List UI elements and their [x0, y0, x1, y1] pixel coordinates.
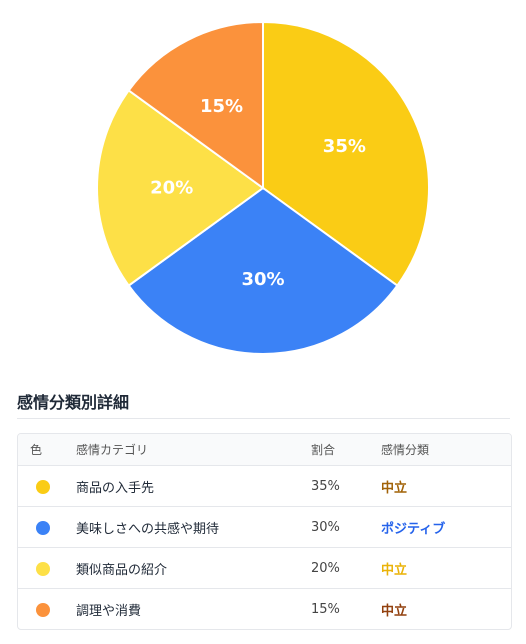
divider [17, 418, 510, 419]
pie-slice-2 [127, 186, 399, 355]
pie-slice-3 [96, 89, 265, 287]
row-sentiment: 中立 [381, 480, 408, 496]
color-dot [36, 562, 50, 576]
row-ratio: 30% [311, 519, 340, 535]
pie-label-1: 35% [323, 136, 366, 157]
row-ratio: 35% [311, 478, 340, 494]
table-row: 調理や消費 15% 中立 [18, 588, 511, 629]
pie-slice-4 [127, 20, 264, 190]
row-ratio: 20% [311, 560, 340, 576]
pie-chart: 35% 30% 20% 15% [96, 20, 430, 355]
pie-label-2: 30% [241, 269, 284, 290]
row-category: 調理や消費 [76, 603, 142, 619]
color-dot [36, 480, 50, 494]
section-title: 感情分類別詳細 [17, 393, 130, 412]
row-sentiment: 中立 [381, 603, 408, 619]
pie-slice-1 [262, 20, 430, 287]
row-category: 類似商品の紹介 [76, 562, 168, 578]
pie-label-3: 20% [150, 178, 193, 199]
row-ratio: 15% [311, 601, 340, 617]
pie-label-4: 15% [200, 96, 243, 117]
color-dot [36, 521, 50, 535]
header-category: 感情カテゴリ [76, 443, 149, 457]
row-sentiment: ポジティブ [381, 521, 446, 537]
header-color: 色 [30, 443, 43, 457]
color-dot [36, 603, 50, 617]
header-ratio: 割合 [311, 443, 336, 457]
row-category: 商品の入手先 [76, 480, 155, 496]
detail-table: 色 感情カテゴリ 割合 感情分類 商品の入手先 35% 中立 美味しさへの共感や… [17, 433, 512, 630]
row-sentiment: 中立 [381, 562, 408, 578]
table-row: 類似商品の紹介 20% 中立 [18, 547, 511, 588]
table-row: 商品の入手先 35% 中立 [18, 465, 511, 506]
header-sentiment: 感情分類 [381, 443, 430, 457]
table-header: 色 感情カテゴリ 割合 感情分類 [18, 434, 511, 465]
table-row: 美味しさへの共感や期待 30% ポジティブ [18, 506, 511, 547]
row-category: 美味しさへの共感や期待 [76, 521, 220, 537]
